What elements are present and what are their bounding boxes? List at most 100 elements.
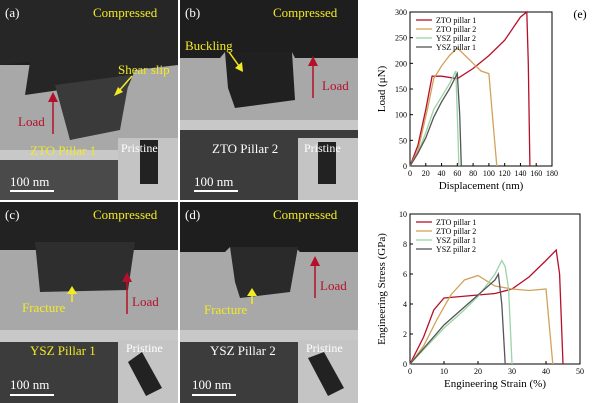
plot-frame <box>409 213 581 365</box>
state-label: Compressed <box>93 5 158 20</box>
panel-letter: (d) <box>185 207 201 222</box>
x-tick-label: 180 <box>546 169 558 178</box>
legend-label: ZTO pillar 2 <box>436 25 476 34</box>
x-tick-label: 20 <box>422 169 430 178</box>
annotation-arrow <box>247 288 257 304</box>
annotation-label: Fracture <box>204 302 248 317</box>
state-label: Compressed <box>273 207 338 222</box>
scale-bar-label: 100 nm <box>10 377 50 392</box>
x-tick-label: 40 <box>542 367 550 376</box>
x-tick-label: 40 <box>438 169 446 178</box>
legend-label: YSZ pillar 2 <box>436 34 476 43</box>
y-tick-label: 2 <box>403 330 407 339</box>
x-axis-label: Displacement (nm) <box>439 180 524 192</box>
x-tick-label: 20 <box>474 367 482 376</box>
tem-image-b <box>180 0 358 200</box>
series-line <box>409 248 564 365</box>
load-label: Load <box>322 78 349 93</box>
tem-image-d <box>180 202 358 403</box>
series-line <box>409 274 554 365</box>
scale-bar-label: 100 nm <box>10 174 50 189</box>
x-tick-label: 140 <box>514 169 526 178</box>
x-tick-label: 80 <box>469 169 477 178</box>
x-axis-label: Engineering Strain (%) <box>444 378 546 390</box>
y-axis-label: Load (μN) <box>376 65 388 112</box>
annotation-arrow <box>228 51 243 72</box>
y-tick-label: 150 <box>395 85 407 94</box>
y-tick-label: 10 <box>399 210 407 219</box>
sample-label: YSZ Pillar 2 <box>210 343 276 358</box>
annotation-label: Shear slip <box>118 62 170 77</box>
load-arrow <box>122 272 132 314</box>
y-tick-label: 50 <box>399 136 407 145</box>
legend-label: ZTO pillar 2 <box>436 227 476 236</box>
scale-bar <box>192 394 236 396</box>
scale-bar <box>194 190 238 192</box>
annotation-label: Buckling <box>185 38 233 53</box>
x-tick-label: 0 <box>408 169 412 178</box>
state-label: Compressed <box>93 207 158 222</box>
y-tick-label: 6 <box>403 270 407 279</box>
x-tick-label: 60 <box>453 169 461 178</box>
tem-image-c <box>0 202 178 403</box>
series-line <box>409 259 513 365</box>
x-tick-label: 50 <box>576 367 584 376</box>
y-tick-label: 8 <box>403 240 407 249</box>
tem-image-a <box>0 0 178 200</box>
tem-panel-d: (d) Compressed Fracture Load YSZ Pillar … <box>180 202 358 403</box>
series-line <box>409 70 460 167</box>
tem-panel-c: (c) Compressed Fracture Load YSZ Pillar … <box>0 202 178 403</box>
load-arrow <box>48 92 58 134</box>
scale-bar <box>10 190 54 192</box>
y-tick-label: 4 <box>403 300 407 309</box>
load-arrow <box>308 56 318 98</box>
y-tick-label: 0 <box>403 162 407 171</box>
y-axis-label: Engineering Stress (GPa) <box>376 233 388 345</box>
legend-label: ZTO pillar 1 <box>436 218 476 227</box>
legend-label: ZTO pillar 1 <box>436 16 476 25</box>
load-arrow <box>310 256 320 298</box>
panel-letter: (e) <box>573 7 586 21</box>
legend-label: YSZ pillar 1 <box>436 43 476 52</box>
annotation-arrow <box>67 286 77 302</box>
series-line <box>409 10 531 167</box>
scale-bar <box>10 394 54 396</box>
y-tick-label: 300 <box>395 8 407 17</box>
y-tick-label: 200 <box>395 59 407 68</box>
x-tick-label: 100 <box>483 169 495 178</box>
inset-label: Pristine <box>126 341 163 355</box>
series-line <box>409 46 498 167</box>
x-tick-label: 0 <box>408 367 412 376</box>
load-label: Load <box>18 114 45 129</box>
sample-label: ZTO Pillar 2 <box>212 141 279 156</box>
x-tick-label: 30 <box>508 367 516 376</box>
x-tick-label: 120 <box>499 169 511 178</box>
series-line <box>409 71 462 167</box>
load-label: Load <box>132 294 159 309</box>
tem-panel-b: (b) Compressed Buckling Load ZTO Pillar … <box>180 0 358 200</box>
y-tick-label: 100 <box>395 111 407 120</box>
y-tick-label: 250 <box>395 34 407 43</box>
inset-label: Pristine <box>306 341 343 355</box>
legend-label: YSZ pillar 2 <box>436 245 476 254</box>
sample-label: ZTO Pillar 1 <box>30 143 97 158</box>
x-tick-label: 160 <box>530 169 542 178</box>
series-line <box>409 271 506 365</box>
panel-letter: (c) <box>5 207 20 222</box>
scale-bar-label: 100 nm <box>192 377 232 392</box>
annotation-label: Fracture <box>22 300 66 315</box>
scale-bar-label: 100 nm <box>194 174 234 189</box>
annotation-arrow <box>114 75 133 96</box>
state-label: Compressed <box>273 5 338 20</box>
inset-label: Pristine <box>304 141 341 155</box>
tem-panel-a: (a) Compressed Shear slip Load ZTO Pilla… <box>0 0 178 200</box>
inset-label: Pristine <box>121 141 158 155</box>
y-tick-label: 0 <box>403 360 407 369</box>
sample-label: YSZ Pillar 1 <box>30 343 96 358</box>
load-label: Load <box>320 278 347 293</box>
x-tick-label: 10 <box>440 367 448 376</box>
chart-e: (e) 0 20 40 60 80 100 120 140 160 180 0 50 100 150 200 2… <box>376 7 587 192</box>
legend-label: YSZ pillar 1 <box>436 236 476 245</box>
panel-letter: (a) <box>5 5 20 20</box>
